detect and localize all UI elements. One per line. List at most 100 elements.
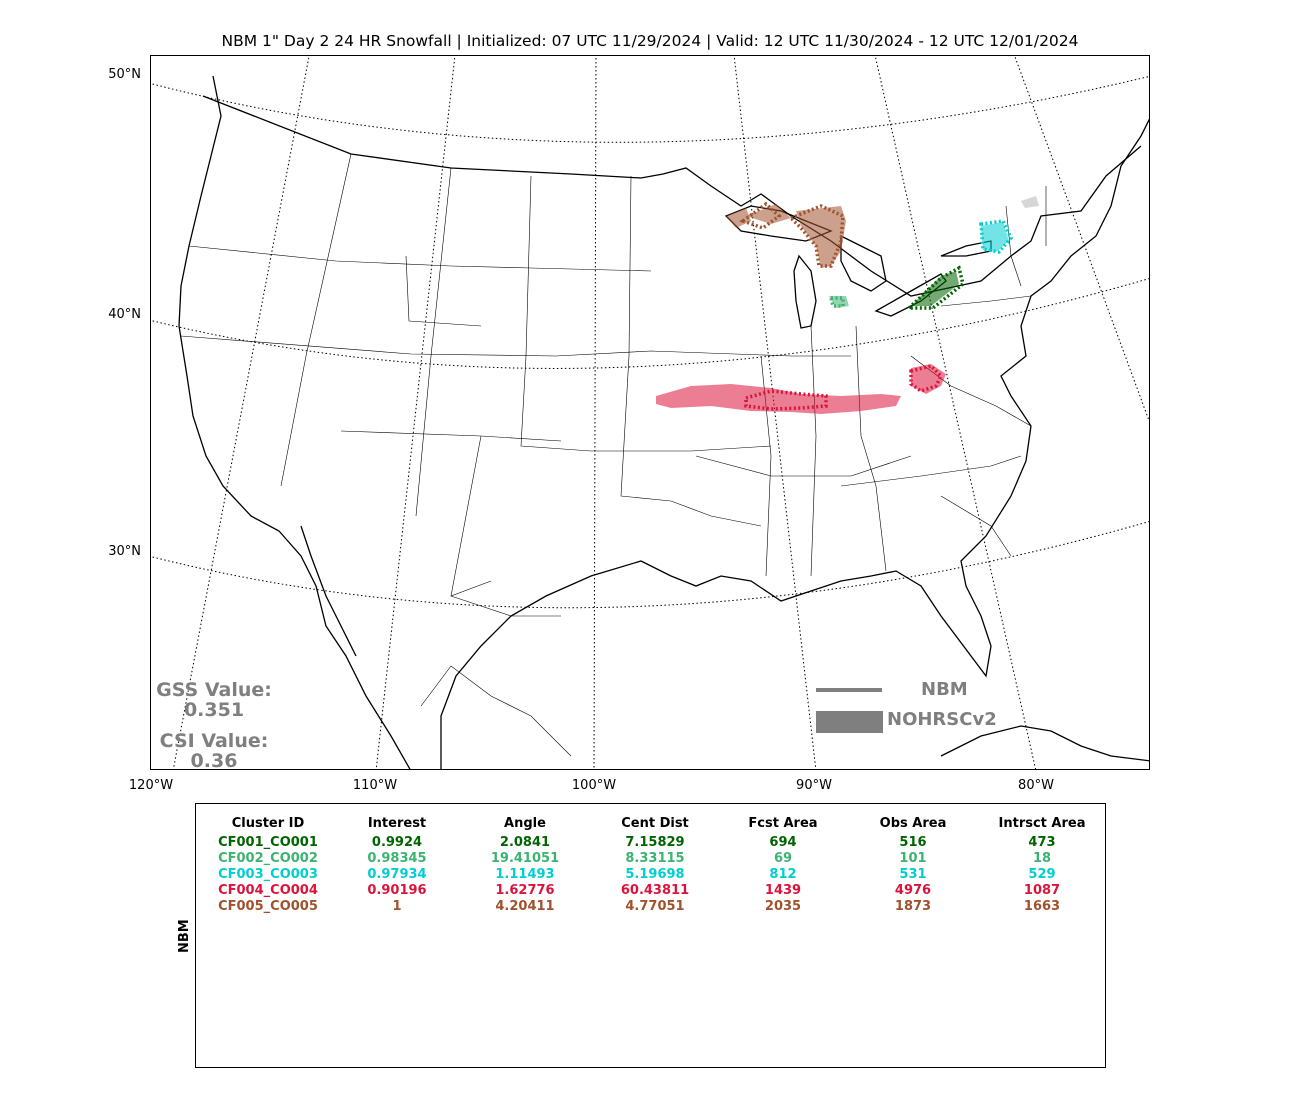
header-cent-dist: Cent Dist [621, 816, 689, 831]
header-interest: Interest [367, 816, 427, 831]
state-line-i [695, 455, 912, 477]
lat-line-40 [151, 278, 1149, 369]
lat-label-40: 40°N [108, 307, 141, 322]
cell-intrsct-area: 1663 [1023, 899, 1061, 914]
cell-obs-area: 4976 [894, 883, 932, 898]
gss-label: GSS Value: [156, 679, 272, 701]
cell-interest: 1 [392, 899, 402, 914]
cell-intrsct-area: 18 [1032, 851, 1052, 866]
obs-areas [656, 196, 1039, 414]
cell-fcst-area: 69 [773, 851, 793, 866]
cell-angle: 1.11493 [495, 867, 555, 882]
cuba [940, 725, 1149, 762]
cell-cluster-id: CF002_CO002 [218, 851, 318, 866]
mexico-states [420, 665, 572, 757]
obs-area-cf004 [656, 384, 901, 414]
lake-michigan [793, 254, 817, 329]
table-row: CF004_CO004 0.90196 1.62776 60.43811 143… [196, 883, 1107, 899]
fcst-outline-cf005b [787, 204, 845, 268]
state-line-e [520, 175, 772, 452]
state-line-d [415, 167, 452, 517]
forecast-outlines [739, 201, 1014, 411]
obs-area-cf005c [796, 206, 846, 268]
state-line-q [1005, 205, 1022, 287]
cell-angle: 19.41051 [490, 851, 560, 866]
lat-label-30: 30°N [108, 544, 141, 559]
legend [816, 688, 883, 733]
lat-line-50 [151, 75, 1149, 143]
state-line-k [810, 325, 817, 577]
header-obs-area: Obs Area [879, 816, 947, 831]
cell-cluster-id: CF001_CO001 [218, 835, 318, 850]
cell-interest: 0.98345 [367, 851, 427, 866]
cell-intrsct-area: 529 [1028, 867, 1056, 882]
us-canada-border [202, 95, 1142, 297]
cell-cluster-id: CF003_CO003 [218, 867, 318, 882]
legend-fill-nohrsc [816, 711, 883, 733]
header-intrsct-area: Intrsct Area [998, 816, 1086, 831]
cell-interest: 0.97934 [367, 867, 427, 882]
lon-line-110 [375, 56, 456, 769]
fcst-outline-cf004 [744, 389, 828, 411]
fcst-outline-cf005a [739, 201, 782, 230]
fcst-outline-cf001 [904, 265, 965, 310]
table-header-row: Cluster ID Interest Angle Cent Dist Fcst… [196, 816, 1107, 832]
state-line-t [450, 595, 561, 617]
coastlines [178, 75, 1149, 769]
fcst-outline-cf004b [909, 364, 944, 393]
lon-label-100: 100°W [571, 778, 617, 793]
cell-angle: 2.0841 [499, 835, 551, 850]
cell-obs-area: 101 [899, 851, 927, 866]
lon-label-80: 80°W [1018, 778, 1054, 793]
state-line-h [405, 255, 482, 327]
lat-line-30 [151, 521, 1149, 609]
lon-line-90 [733, 56, 817, 769]
graticule [151, 56, 1149, 769]
gulf-east-coast [440, 118, 1149, 769]
map-title: NBM 1" Day 2 24 HR Snowfall | Initialize… [221, 32, 1079, 50]
cell-cent-dist: 4.77051 [625, 899, 685, 914]
gss-value: 0.351 [183, 699, 245, 721]
cell-fcst-area: 694 [769, 835, 797, 850]
cell-cent-dist: 60.43811 [620, 883, 690, 898]
csi-label: CSI Value: [159, 730, 269, 752]
state-line-o [940, 495, 1012, 557]
legend-label-nbm: NBM [921, 679, 968, 700]
lon-line-120 [172, 56, 310, 769]
state-line-c [280, 153, 352, 487]
cell-intrsct-area: 1087 [1023, 883, 1061, 898]
cell-fcst-area: 1439 [764, 883, 802, 898]
lon-label-120: 120°W [128, 778, 174, 793]
lat-label-50: 50°N [108, 67, 141, 82]
state-line-l [855, 325, 887, 572]
table-row: CF003_CO003 0.97934 1.11493 5.19698 812 … [196, 867, 1107, 883]
lon-label-110: 110°W [352, 778, 398, 793]
map-frame [150, 55, 1150, 770]
state-line-p [940, 295, 1032, 307]
obs-area-cf003 [981, 222, 1009, 252]
state-line-g [340, 430, 562, 442]
table-row: CF002_CO002 0.98345 19.41051 8.33115 69 … [196, 851, 1107, 867]
obs-area-cf005b [746, 204, 791, 224]
state-line-n [840, 455, 1022, 487]
west-coast [178, 75, 411, 769]
fcst-outline-cf002 [828, 296, 845, 308]
baja-peninsula [300, 525, 357, 657]
state-borders [180, 153, 1047, 757]
lon-line-70 [1014, 56, 1149, 423]
map-svg [151, 56, 1149, 769]
csi-value: 0.36 [190, 750, 238, 772]
lake-huron [840, 234, 887, 292]
cell-angle: 1.62776 [495, 883, 555, 898]
cell-obs-area: 1873 [894, 899, 932, 914]
obs-area-cf001 [911, 271, 959, 306]
cell-obs-area: 531 [899, 867, 927, 882]
lon-line-100 [593, 56, 597, 769]
header-fcst-area: Fcst Area [748, 816, 818, 831]
cell-angle: 4.20411 [495, 899, 555, 914]
table-side-label: NBM [177, 919, 192, 953]
table-row: CF005_CO005 1 4.20411 4.77051 2035 1873 … [196, 899, 1107, 915]
cell-cent-dist: 8.33115 [625, 851, 685, 866]
header-cluster-id: Cluster ID [231, 816, 305, 831]
cell-interest: 0.9924 [371, 835, 423, 850]
